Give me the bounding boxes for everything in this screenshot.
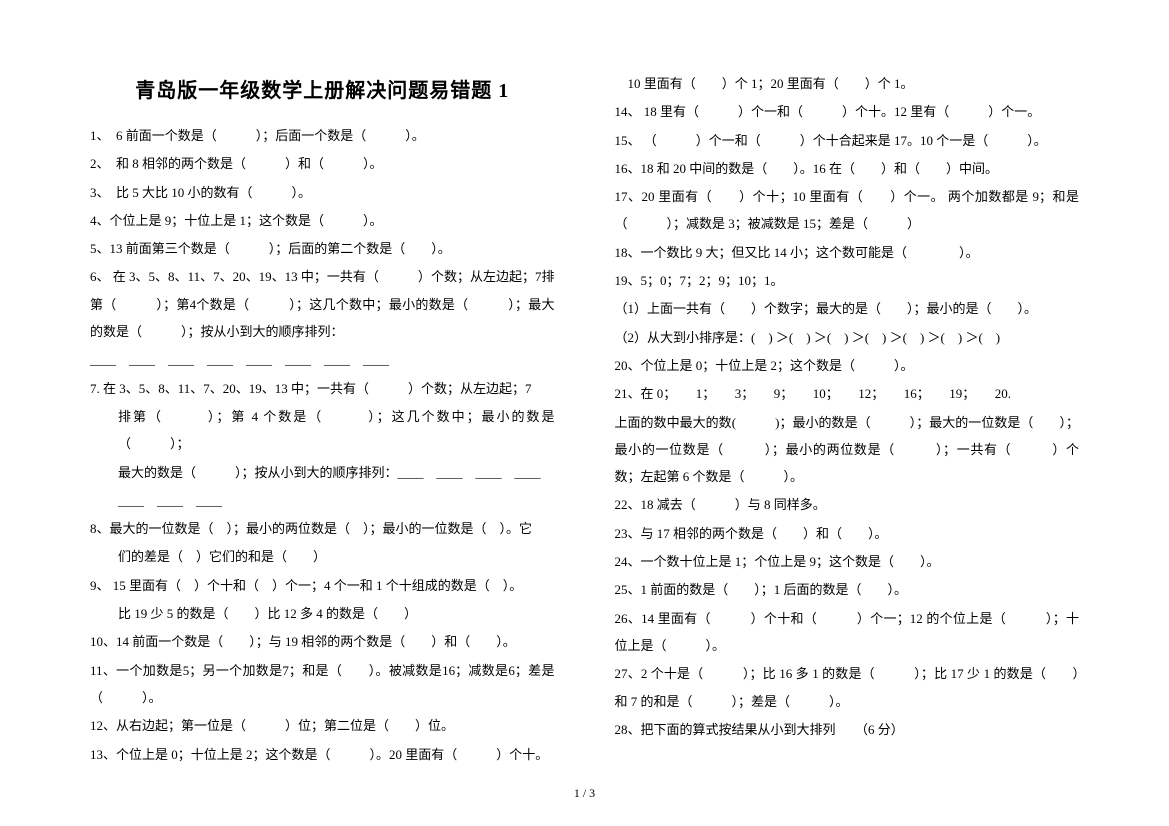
question-19: 19、5；0；7；2；9；10；1。 bbox=[615, 267, 1080, 294]
question-11: 11、一个加数是5；另一个加数是7；和是（ ）。被减数是16；减数是6；差是（ … bbox=[90, 657, 555, 712]
page-container: 青岛版一年级数学上册解决问题易错题 1 1、 6 前面一个数是（ ）；后面一个数… bbox=[90, 70, 1079, 796]
question-2: 2、 和 8 相邻的两个数是（ ）和（ ）。 bbox=[90, 150, 555, 177]
question-7-line4: ____ ____ ____ bbox=[90, 487, 555, 514]
question-18: 18、一个数比 9 大；但又比 14 小；这个数可能是（ ）。 bbox=[615, 239, 1080, 266]
question-20: 20、个位上是 0；十位上是 2；这个数是（ ）。 bbox=[615, 352, 1080, 379]
question-6: 6、 在 3、5、8、11、7、20、19、13 中；一共有（ ）个数；从左边起… bbox=[90, 263, 555, 345]
question-17: 17、20 里面有（ ）个十；10 里面有（ ）个一。 两个加数都是 9；和是（… bbox=[615, 183, 1080, 238]
question-25: 25、1 前面的数是（ ）；1 后面的数是（ ）。 bbox=[615, 576, 1080, 603]
question-8-line2: 们的差是（ ）它们的和是（ ） bbox=[90, 543, 555, 570]
question-27: 27、2 个十是（ ）；比 16 多 1 的数是（ ）；比 17 少 1 的数是… bbox=[615, 660, 1080, 715]
question-9: 9、 15 里面有（ ）个十和（ ）个一；4 个一和 1 个十组成的数是（ ）。 bbox=[90, 572, 555, 599]
document-title: 青岛版一年级数学上册解决问题易错题 1 bbox=[90, 70, 555, 112]
question-8: 8、最大的一位数是（ ）；最小的两位数是（ ）；最小的一位数是（ ）。它 bbox=[90, 515, 555, 542]
question-16: 16、18 和 20 中间的数是（ ）。16 在（ ）和（ ）中间。 bbox=[615, 155, 1080, 182]
question-12: 12、从右边起；第一位是（ ）位；第二位是（ ）位。 bbox=[90, 712, 555, 739]
question-7: 7. 在 3、5、8、11、7、20、19、13 中；一共有（ ）个数；从左边起… bbox=[90, 375, 555, 402]
question-21: 21、在 0； 1； 3； 9； 10； 12； 16； 19； 20. bbox=[615, 380, 1080, 407]
question-10: 10、14 前面一个数是（ ）；与 19 相邻的两个数是（ ）和（ ）。 bbox=[90, 628, 555, 655]
question-28: 28、把下面的算式按结果从小到大排列 （6 分） bbox=[615, 716, 1080, 743]
question-24: 24、一个数十位上是 1；个位上是 9；这个数是（ ）。 bbox=[615, 548, 1080, 575]
question-23: 23、与 17 相邻的两个数是（ ）和（ ）。 bbox=[615, 520, 1080, 547]
question-19-sub1: （1）上面一共有（ ）个数字；最大的是（ ）；最小的是（ ）。 bbox=[615, 295, 1080, 322]
right-column: 10 里面有（ ）个 1；20 里面有（ ）个 1。 14、 18 里有（ ）个… bbox=[615, 70, 1080, 796]
question-1: 1、 6 前面一个数是（ ）；后面一个数是（ ）。 bbox=[90, 122, 555, 149]
question-13: 13、个位上是 0；十位上是 2；这个数是（ ）。20 里面有（ ）个十。 bbox=[90, 741, 555, 768]
question-7-line3: 最大的数是（ ）；按从小到大的顺序排列：____ ____ ____ ____ bbox=[90, 459, 555, 486]
question-6-blanks: ____ ____ ____ ____ ____ ____ ____ ____ bbox=[90, 346, 555, 373]
question-3: 3、 比 5 大比 10 小的数有（ ）。 bbox=[90, 179, 555, 206]
question-7-line2: 排第（ ）；第 4 个数是（ ）；这几个数中；最小的数是（ ）； bbox=[90, 403, 555, 458]
question-26: 26、14 里面有（ ）个十和（ ）个一；12 的个位上是（ ）；十位上是（ ）… bbox=[615, 605, 1080, 660]
question-19-sub2: （2）从大到小排序是：( ) ＞( ) ＞( ) ＞( ) ＞( ) ＞( ) … bbox=[615, 324, 1080, 351]
question-14: 14、 18 里有（ ）个一和（ ）个十。12 里有（ ）个一。 bbox=[615, 98, 1080, 125]
question-13-cont: 10 里面有（ ）个 1；20 里面有（ ）个 1。 bbox=[615, 70, 1080, 97]
question-21-cont: 上面的数中最大的数( )；最小的数是（ ）；最大的一位数是（ ）；最小的一位数是… bbox=[615, 409, 1080, 491]
question-9-line2: 比 19 少 5 的数是（ ）比 12 多 4 的数是（ ） bbox=[90, 600, 555, 627]
question-5: 5、13 前面第三个数是（ ）；后面的第二个数是（ ）。 bbox=[90, 235, 555, 262]
question-4: 4、个位上是 9；十位上是 1；这个数是（ ）。 bbox=[90, 207, 555, 234]
question-15: 15、 （ ）个一和（ ）个十合起来是 17。10 个一是（ ）。 bbox=[615, 127, 1080, 154]
question-22: 22、18 减去（ ）与 8 同样多。 bbox=[615, 491, 1080, 518]
left-column: 青岛版一年级数学上册解决问题易错题 1 1、 6 前面一个数是（ ）；后面一个数… bbox=[90, 70, 555, 796]
page-number: 1 / 3 bbox=[574, 786, 595, 801]
